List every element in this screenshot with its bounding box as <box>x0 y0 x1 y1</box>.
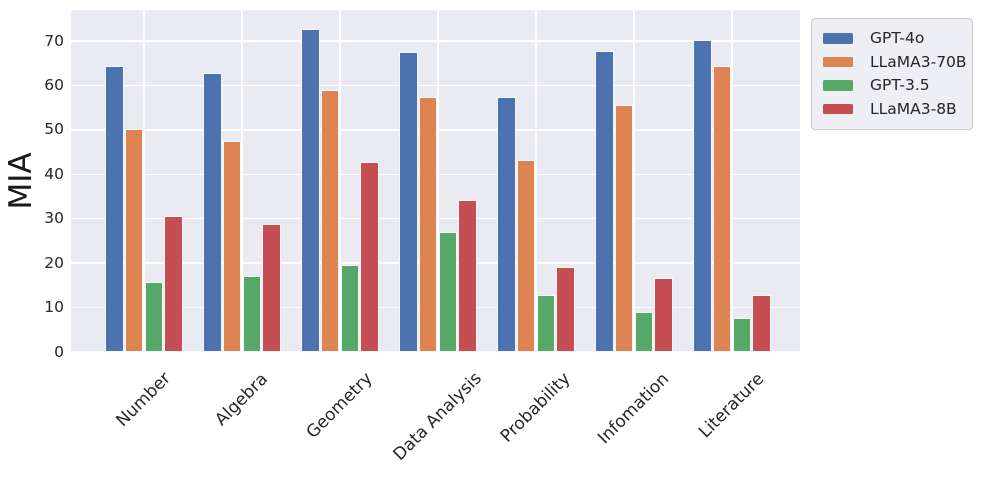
bar-llama3-8b-geometry <box>360 161 379 352</box>
x-tick-label-geometry: Geometry <box>302 369 377 444</box>
y-tick-label: 30 <box>44 209 64 228</box>
bar-gpt-3-5-infomation <box>634 311 653 352</box>
bar-gpt-3-5-probability <box>536 295 555 352</box>
bar-llama3-70b-geometry <box>321 90 340 352</box>
x-tick-label-data-analysis: Data Analysis <box>389 368 486 466</box>
bar-gpt-4o-infomation <box>595 51 614 352</box>
y-tick-label: 50 <box>44 120 64 139</box>
bar-llama3-8b-number <box>164 216 183 352</box>
bar-llama3-70b-literature <box>713 66 732 352</box>
bar-llama3-70b-data-analysis <box>419 96 438 352</box>
x-tick-label-number: Number <box>112 368 175 432</box>
gridline-vertical <box>241 10 243 352</box>
bar-llama3-70b-infomation <box>615 105 634 352</box>
bar-llama3-70b-number <box>125 129 144 352</box>
x-tick-label-probability: Probability <box>496 369 575 447</box>
legend: GPT-4o LLaMA3-70B GPT-3.5 LLaMA3-8B <box>811 18 973 130</box>
bar-gpt-4o-algebra <box>203 73 222 352</box>
bar-gpt-4o-geometry <box>301 29 320 352</box>
legend-label: LLaMA3-70B <box>870 52 967 71</box>
bar-llama3-8b-data-analysis <box>458 199 477 352</box>
y-tick-label: 40 <box>44 164 64 183</box>
bar-gpt-3-5-algebra <box>242 276 261 352</box>
gridline-vertical <box>339 10 341 352</box>
legend-swatch-gpt-3-5 <box>823 80 853 91</box>
bar-llama3-8b-algebra <box>262 223 281 352</box>
bar-gpt-4o-probability <box>497 96 516 352</box>
legend-item-gpt-4o: GPT-4o <box>819 28 964 49</box>
bar-gpt-3-5-number <box>144 282 163 352</box>
bar-gpt-3-5-data-analysis <box>438 232 457 352</box>
x-tick-label-algebra: Algebra <box>211 369 272 430</box>
bar-gpt-3-5-geometry <box>340 264 359 352</box>
legend-swatch-gpt-4o <box>823 33 853 44</box>
y-tick-label: 10 <box>44 298 64 317</box>
gridline-horizontal <box>71 84 800 87</box>
legend-swatch-llama3-70b <box>823 56 853 68</box>
legend-label: LLaMA3-8B <box>870 99 957 118</box>
y-tick-label: 20 <box>44 253 64 272</box>
gridline-vertical <box>535 10 537 352</box>
bar-llama3-8b-infomation <box>654 278 673 352</box>
bar-gpt-4o-literature <box>693 40 712 352</box>
gridline-vertical <box>731 10 733 352</box>
legend-label: GPT-4o <box>870 29 925 47</box>
bar-gpt-3-5-literature <box>732 318 751 352</box>
bar-llama3-70b-algebra <box>223 141 242 352</box>
legend-item-gpt-3-5: GPT-3.5 <box>819 75 964 96</box>
legend-swatch-llama3-8b <box>823 103 853 115</box>
bar-llama3-8b-literature <box>752 294 771 352</box>
legend-item-llama3-70b: LLaMA3-70B <box>819 52 967 73</box>
gridline-vertical <box>437 10 439 352</box>
gridline-vertical <box>143 10 145 352</box>
bar-gpt-4o-data-analysis <box>399 51 418 352</box>
bar-gpt-4o-number <box>105 65 124 352</box>
bar-llama3-70b-probability <box>517 160 536 352</box>
gridline-horizontal <box>71 40 800 42</box>
y-tick-label: 70 <box>44 31 64 50</box>
y-tick-label: 60 <box>44 76 64 94</box>
plot-area <box>71 10 800 353</box>
bar-llama3-8b-probability <box>556 267 575 352</box>
x-tick-label-literature: Literature <box>695 368 769 442</box>
gridline-horizontal <box>71 351 800 353</box>
gridline-vertical <box>633 10 635 352</box>
legend-item-llama3-8b: LLaMA3-8B <box>819 99 964 120</box>
legend-label: GPT-3.5 <box>870 76 930 94</box>
x-tick-label-infomation: Infomation <box>594 369 674 449</box>
y-tick-label: 0 <box>54 342 64 361</box>
